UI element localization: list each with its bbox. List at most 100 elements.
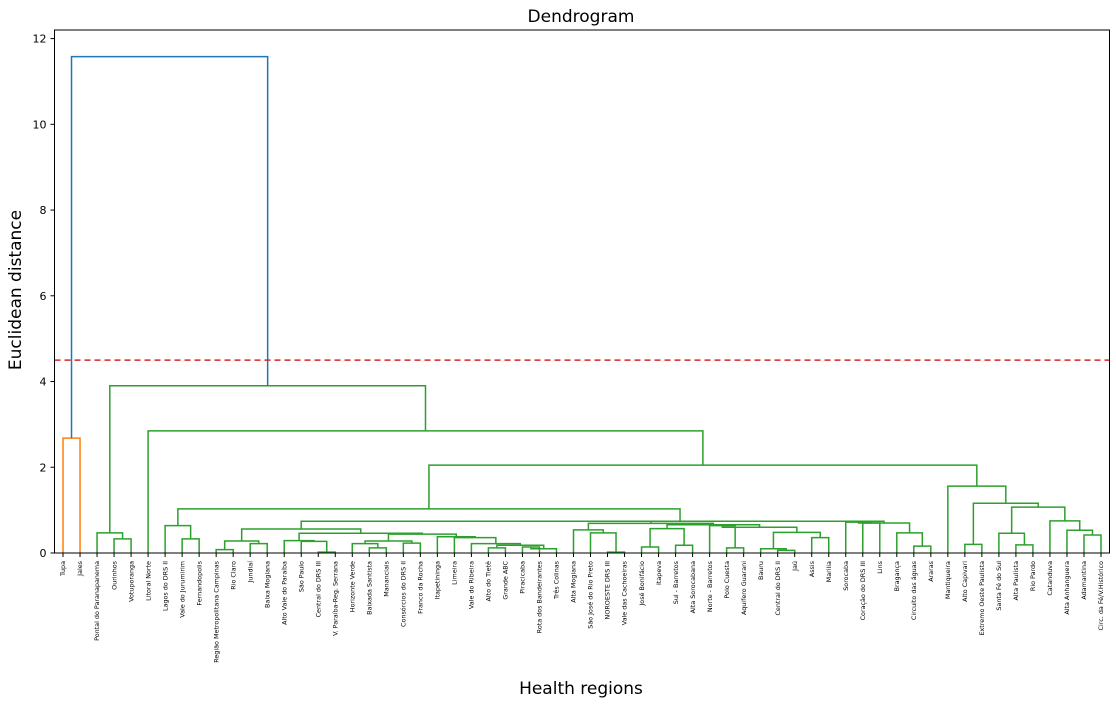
dendrogram-link	[572, 529, 605, 553]
leaf-label: Três Colinas	[553, 560, 561, 600]
leaf-label: Fernandopolis	[195, 560, 203, 605]
leaf-label: Itapetininga	[434, 561, 442, 600]
leaf-label: Sorocaba	[842, 561, 850, 591]
leaf-label: Marilia	[825, 561, 833, 582]
leaf-label: Limeira	[451, 561, 459, 585]
dendrogram-link	[589, 532, 617, 553]
leaf-label: Jaú	[791, 561, 799, 572]
leaf-label: Rio Pardo	[1029, 561, 1037, 591]
y-tick-label: 6	[40, 290, 47, 303]
leaf-label: Consórcios do DRS II	[400, 561, 408, 627]
leaf-label: Horizonte Verde	[348, 561, 356, 612]
y-tick-label: 12	[33, 33, 47, 46]
dendrogram-link	[772, 531, 821, 549]
leaf-label: Norte - Barretos	[706, 560, 714, 612]
leaf-label: Sul - Barretos	[672, 560, 680, 604]
dendrogram-link	[810, 536, 830, 553]
leaf-label: Ourinhos	[110, 560, 118, 589]
leaf-label: Rota dos Bandeirantes	[536, 560, 544, 633]
leaf-label: Grande ABC	[502, 560, 510, 599]
leaf-label: Araras	[927, 560, 935, 581]
dendrogram-link	[1066, 529, 1094, 553]
leaf-label: Mananciais	[383, 560, 391, 596]
chart-title: Dendrogram	[528, 7, 635, 27]
dendrogram-link	[113, 538, 132, 553]
dendrogram-link	[666, 523, 761, 529]
leaf-label: Polo Cuesta	[723, 561, 731, 599]
leaf-labels: Tupa Jales Pontal do Paranapanema Ourinhos V…	[59, 553, 1105, 663]
dendrogram-link	[708, 524, 736, 553]
leaf-label: Baixa Mogiana	[263, 561, 271, 608]
leaf-label: Extremo Oeste Paulista	[978, 561, 986, 636]
leaf-label: Central do DRS II	[774, 561, 782, 616]
dendrogram-link	[181, 538, 200, 553]
leaf-label: Circuito das águas	[910, 560, 918, 620]
dendrogram-link	[453, 536, 497, 553]
y-axis-ticks: 0 2 4 6 8 10 12	[33, 33, 55, 560]
dendrogram-link	[845, 521, 873, 553]
dendrogram-link	[109, 385, 427, 533]
leaf-label: Catanduva	[1046, 561, 1054, 596]
leaf-label: Central do DRS III	[314, 561, 322, 618]
leaf-label: Alto Vale do Paraíba	[280, 561, 288, 625]
dendrogram-link	[857, 522, 911, 533]
leaf-label: José Bonifácio	[638, 561, 646, 607]
dendrogram-link	[640, 546, 660, 553]
dendrogram-link	[972, 502, 1039, 545]
leaf-label: Assis	[808, 560, 816, 577]
dendrogram-link	[1083, 534, 1102, 553]
dendrogram-link	[70, 55, 269, 439]
dendrogram-link	[862, 522, 881, 553]
leaf-label: Alto do Tietê	[485, 561, 493, 602]
dendrogram-link	[913, 545, 932, 553]
leaf-label: Tupa	[59, 561, 67, 577]
dendrogram-link	[428, 464, 978, 509]
dendrogram-link	[223, 540, 260, 550]
leaf-label: Vale das Cachoeiras	[621, 560, 629, 625]
leaf-label: Aquifero Guarani	[740, 561, 748, 615]
leaf-label: São Paulo	[297, 561, 305, 592]
leaf-label: Pontal do Paranapanema	[93, 561, 101, 641]
leaf-label: Jales	[76, 560, 84, 577]
dendrogram-link	[487, 547, 507, 553]
dendrogram-link	[300, 540, 328, 553]
dendrogram-link	[215, 548, 234, 553]
leaf-label: Alta Mogiana	[570, 561, 578, 603]
leaf-label: Região Metropolitana Campinas	[212, 560, 220, 662]
dendrogram-link	[240, 528, 362, 541]
dendrogram-link	[1015, 544, 1034, 553]
dendrogram-link	[496, 544, 545, 549]
dendrogram-link	[351, 542, 379, 553]
x-axis-label: Health regions	[519, 679, 643, 699]
y-tick-label: 10	[33, 118, 47, 131]
dendrogram-link	[674, 544, 694, 553]
leaf-label: Santa Fé do Sul	[995, 561, 1003, 611]
dendrogram-link	[387, 533, 457, 541]
y-tick-label: 2	[40, 461, 47, 474]
dendrogram-link	[470, 542, 522, 553]
leaf-label: Rio Claro	[229, 561, 237, 590]
dendrogram-link	[1049, 520, 1081, 553]
y-axis-label: Euclidean distance	[6, 210, 26, 370]
dendrogram-link	[649, 527, 685, 547]
leaf-label: Mantiqueira	[944, 561, 952, 599]
leaf-label: Vale do Jurumirim	[178, 561, 186, 618]
leaf-label: Alta Anhanguera	[1063, 561, 1071, 615]
dendrogram-link	[947, 485, 1007, 553]
y-tick-label: 8	[40, 204, 47, 217]
leaf-label: Lins	[876, 560, 884, 573]
leaf-label: NOROESTE DRS III	[604, 561, 612, 620]
dendrogram-links	[62, 55, 1102, 553]
plot-frame	[54, 29, 1110, 554]
dendrogram-link	[436, 535, 476, 553]
dendrogram-link	[998, 532, 1026, 553]
dendrogram-link	[725, 547, 745, 553]
dendrogram-link	[249, 542, 268, 553]
dendrogram-link	[402, 542, 422, 553]
leaf-label: São José do Rio Preto	[587, 561, 595, 629]
dendrogram-link	[62, 437, 81, 553]
leaf-label: Itapeva	[655, 561, 663, 585]
dendrogram-link	[896, 532, 924, 553]
dendrogram-link	[164, 524, 192, 553]
